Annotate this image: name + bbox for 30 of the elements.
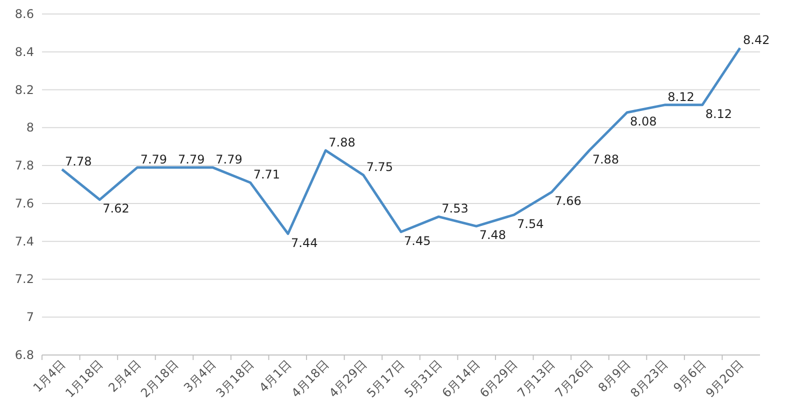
y-tick-label: 8.6 xyxy=(14,7,34,21)
data-label: 7.88 xyxy=(328,135,356,150)
y-tick-label: 7.8 xyxy=(14,158,34,173)
data-label: 8.42 xyxy=(743,33,770,48)
x-tick-label: 4月1日 xyxy=(256,357,294,395)
y-tick-label: 7 xyxy=(26,310,34,324)
data-label: 7.48 xyxy=(479,228,506,242)
data-label: 7.79 xyxy=(178,152,205,166)
y-tick-label: 7.2 xyxy=(14,272,34,286)
data-label: 8.12 xyxy=(668,90,694,104)
data-label: 7.79 xyxy=(140,152,168,166)
data-label: 7.44 xyxy=(291,236,318,250)
data-label: 7.62 xyxy=(102,202,130,216)
data-label: 8.08 xyxy=(630,114,657,129)
y-tick-label: 8.2 xyxy=(14,82,34,97)
y-tick-label: 8 xyxy=(26,120,34,135)
data-label: 7.78 xyxy=(65,154,92,168)
y-tick-label: 7.4 xyxy=(14,234,34,248)
y-tick-label: 7.6 xyxy=(14,196,34,210)
data-label: 7.45 xyxy=(404,234,431,248)
y-tick-label: 8.4 xyxy=(14,44,34,59)
data-label: 7.66 xyxy=(554,194,582,208)
data-label: 7.71 xyxy=(253,168,280,182)
data-label: 7.53 xyxy=(442,202,468,216)
data-label: 8.12 xyxy=(705,106,732,121)
data-label: 7.75 xyxy=(366,160,394,174)
y-tick-label: 6.8 xyxy=(14,348,34,362)
data-label: 7.88 xyxy=(592,152,620,166)
data-label: 7.79 xyxy=(216,152,242,166)
data-label: 7.54 xyxy=(517,216,544,231)
